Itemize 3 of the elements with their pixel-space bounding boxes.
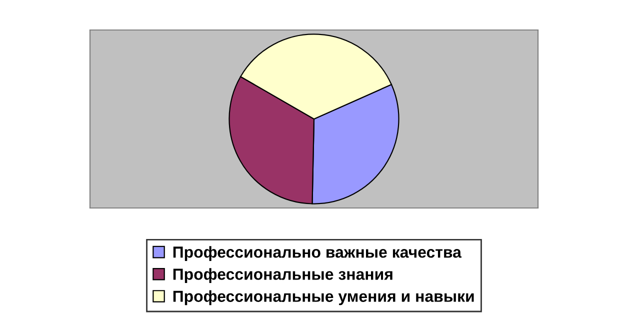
legend-label: Профессиональные умения и навыки <box>173 290 474 306</box>
legend-label: Профессиональные знания <box>173 268 392 284</box>
legend-label: Профессионально важные качества <box>173 246 462 261</box>
